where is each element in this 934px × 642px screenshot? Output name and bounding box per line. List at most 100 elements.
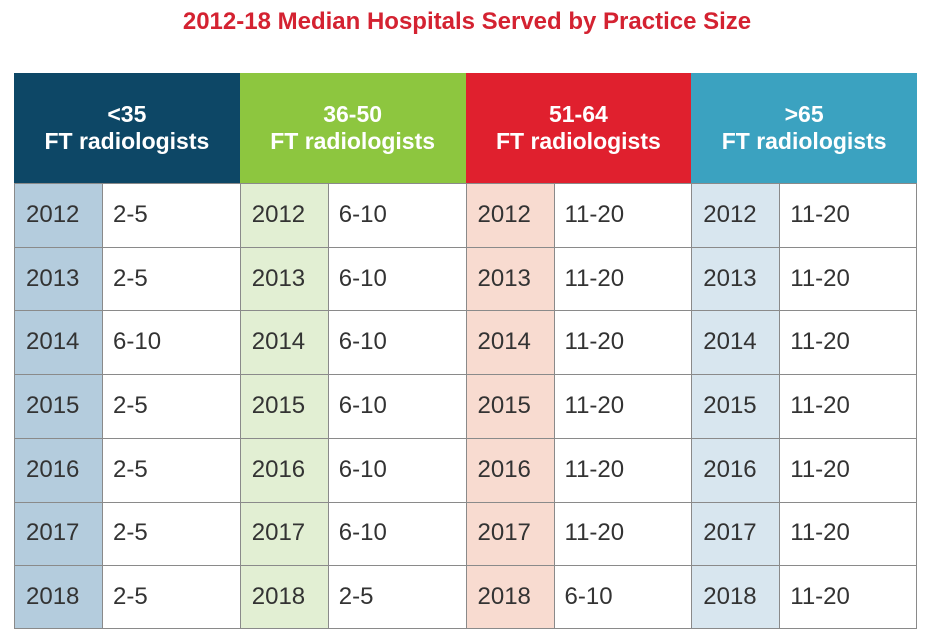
table-row: 2015 11-20 [465, 374, 692, 438]
table-row: 2015 11-20 [691, 374, 917, 438]
year-cell: 2015 [239, 374, 328, 438]
year-cell: 2016 [14, 437, 102, 502]
year-cell: 2017 [239, 501, 328, 566]
table-row: 2013 6-10 [239, 246, 466, 311]
column-header-range: <35 [107, 101, 147, 127]
value-cell: 11-20 [779, 183, 917, 247]
column-divider [779, 183, 781, 629]
year-cell: 2013 [14, 246, 102, 311]
table-row: 2014 6-10 [14, 310, 240, 375]
column-header-range: 51-64 [548, 101, 608, 127]
table-row: 2013 11-20 [465, 246, 692, 311]
column-rows: 2012 6-10 2013 6-10 2014 6-10 2015 6-10 2016 6-10… [239, 183, 466, 629]
column-divider [465, 183, 467, 629]
column-divider [916, 183, 917, 629]
year-cell: 2013 [239, 246, 328, 311]
value-cell: 11-20 [779, 374, 917, 438]
practice-size-table: <35 FT radiologists 2012 2-5 2013 2-5 2014 6-10… [14, 73, 917, 629]
table-row: 2014 11-20 [691, 310, 917, 375]
value-cell: 11-20 [553, 246, 692, 311]
year-cell: 2012 [239, 183, 328, 247]
year-cell: 2018 [465, 565, 554, 629]
table-row: 2016 11-20 [465, 437, 692, 502]
column-header: >65 FT radiologists [691, 73, 917, 183]
value-cell: 11-20 [779, 565, 917, 629]
year-cell: 2014 [691, 310, 780, 375]
year-cell: 2015 [465, 374, 554, 438]
year-cell: 2014 [239, 310, 328, 375]
value-cell: 6-10 [553, 565, 692, 629]
column-divider [327, 183, 329, 629]
year-cell: 2016 [691, 437, 780, 502]
table-row: 2018 11-20 [691, 565, 917, 629]
year-cell: 2013 [691, 246, 780, 311]
value-cell: 11-20 [779, 310, 917, 375]
column-group-3: 51-64 FT radiologists 2012 11-20 2013 11-20 20… [465, 73, 692, 629]
value-cell: 11-20 [553, 183, 692, 247]
year-cell: 2012 [465, 183, 554, 247]
table-row: 2016 11-20 [691, 437, 917, 502]
year-cell: 2014 [14, 310, 102, 375]
column-header-label: FT radiologists [270, 128, 436, 154]
table-row: 2012 11-20 [691, 183, 917, 247]
column-divider [239, 183, 241, 629]
year-cell: 2012 [691, 183, 780, 247]
value-cell: 2-5 [102, 183, 240, 247]
year-cell: 2018 [691, 565, 780, 629]
year-cell: 2018 [14, 565, 102, 629]
year-cell: 2018 [239, 565, 328, 629]
table-row: 2013 2-5 [14, 246, 240, 311]
table-row: 2013 11-20 [691, 246, 917, 311]
value-cell: 2-5 [327, 565, 466, 629]
column-group-1: <35 FT radiologists 2012 2-5 2013 2-5 2014 6-10… [14, 73, 240, 629]
year-cell: 2013 [465, 246, 554, 311]
value-cell: 11-20 [553, 501, 692, 566]
value-cell: 11-20 [779, 437, 917, 502]
table-row: 2015 6-10 [239, 374, 466, 438]
column-header-label: FT radiologists [44, 128, 210, 154]
table-row: 2014 6-10 [239, 310, 466, 375]
table-row: 2017 11-20 [691, 501, 917, 566]
column-header: 36-50 FT radiologists [239, 73, 466, 183]
value-cell: 6-10 [327, 437, 466, 502]
table-row: 2017 6-10 [239, 501, 466, 566]
table-row: 2012 6-10 [239, 183, 466, 247]
value-cell: 11-20 [553, 310, 692, 375]
value-cell: 11-20 [779, 501, 917, 566]
column-rows: 2012 11-20 2013 11-20 2014 11-20 2015 11-20 2016… [691, 183, 917, 629]
value-cell: 11-20 [553, 374, 692, 438]
table-row: 2016 6-10 [239, 437, 466, 502]
column-group-4: >65 FT radiologists 2012 11-20 2013 11-20 2014… [691, 73, 917, 629]
year-cell: 2016 [239, 437, 328, 502]
value-cell: 11-20 [779, 246, 917, 311]
value-cell: 11-20 [553, 437, 692, 502]
table-row: 2018 2-5 [239, 565, 466, 629]
table-row: 2014 11-20 [465, 310, 692, 375]
value-cell: 6-10 [327, 310, 466, 375]
year-cell: 2014 [465, 310, 554, 375]
column-header: 51-64 FT radiologists [465, 73, 692, 183]
column-divider [102, 183, 103, 629]
value-cell: 2-5 [102, 437, 240, 502]
value-cell: 2-5 [102, 246, 240, 311]
year-cell: 2017 [14, 501, 102, 566]
chart-title: 2012-18 Median Hospitals Served by Pract… [182, 8, 752, 35]
value-cell: 2-5 [102, 374, 240, 438]
year-cell: 2015 [14, 374, 102, 438]
year-cell: 2016 [465, 437, 554, 502]
column-header: <35 FT radiologists [14, 73, 240, 183]
column-header-label: FT radiologists [495, 128, 661, 154]
column-header-range: >65 [784, 101, 824, 127]
value-cell: 6-10 [327, 183, 466, 247]
table-row: 2018 6-10 [465, 565, 692, 629]
value-cell: 6-10 [327, 374, 466, 438]
table-row: 2018 2-5 [14, 565, 240, 629]
table-row: 2017 2-5 [14, 501, 240, 566]
value-cell: 6-10 [327, 501, 466, 566]
value-cell: 6-10 [102, 310, 240, 375]
year-cell: 2015 [691, 374, 780, 438]
column-group-2: 36-50 FT radiologists 2012 6-10 2013 6-10 2014… [239, 73, 466, 629]
column-divider [14, 183, 15, 629]
column-header-label: FT radiologists [721, 128, 887, 154]
table-row: 2012 11-20 [465, 183, 692, 247]
